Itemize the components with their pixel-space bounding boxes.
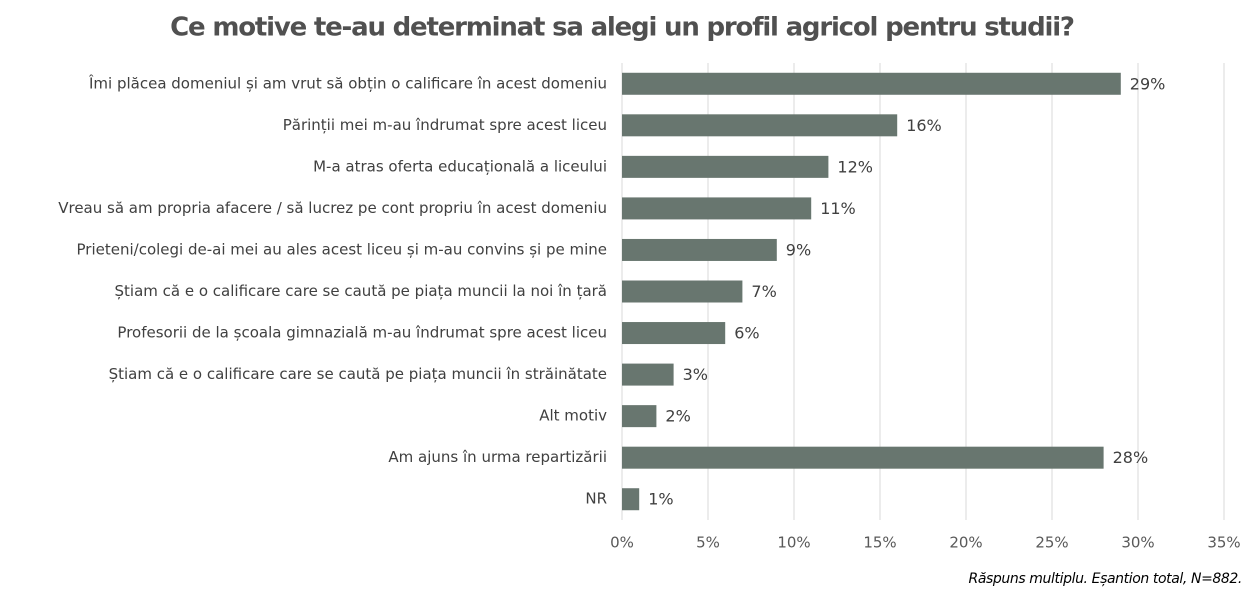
- value-label: 16%: [906, 116, 942, 135]
- value-label: 2%: [665, 407, 690, 426]
- category-label: Știam că e o calificare care se caută pe…: [115, 282, 608, 300]
- bar: [622, 280, 743, 303]
- value-label: 1%: [648, 490, 673, 509]
- category-label: Părinții mei m-au îndrumat spre acest li…: [283, 116, 607, 134]
- bar: [622, 446, 1104, 469]
- category-label: Profesorii de la școala gimnazială m-au …: [117, 324, 607, 342]
- value-label: 3%: [683, 365, 708, 384]
- x-tick-label: 5%: [696, 534, 720, 552]
- bar: [622, 238, 777, 261]
- x-tick-label: 15%: [863, 534, 896, 552]
- bar: [622, 405, 657, 428]
- value-label: 9%: [786, 240, 811, 259]
- x-tick-label: 10%: [777, 534, 810, 552]
- value-label: 28%: [1113, 448, 1149, 467]
- chart-title: Ce motive te-au determinat sa alegi un p…: [170, 13, 1074, 43]
- bar: [622, 197, 812, 220]
- category-label: M-a atras oferta educațională a liceului: [313, 157, 607, 175]
- bar: [622, 488, 640, 511]
- value-label: 11%: [820, 199, 856, 218]
- category-label: Vreau să am propria afacere / să lucrez …: [58, 199, 607, 217]
- value-label: 6%: [734, 324, 759, 343]
- x-tick-label: 20%: [949, 534, 982, 552]
- bar: [622, 155, 829, 178]
- bar: [622, 114, 898, 137]
- bar: [622, 322, 726, 345]
- category-label: Îmi plăcea domeniul și am vrut să obțin …: [88, 73, 607, 92]
- category-label: Știam că e o calificare care se caută pe…: [109, 365, 607, 383]
- x-tick-label: 35%: [1207, 534, 1240, 552]
- x-tick-label: 30%: [1121, 534, 1154, 552]
- note: Răspuns multiplu. Eșantion total, N=882.: [969, 571, 1242, 587]
- category-label: Am ajuns în urma repartizării: [388, 448, 607, 466]
- x-tick-label: 0%: [610, 534, 634, 552]
- category-label: Prieteni/colegi de-ai mei au ales acest …: [77, 240, 607, 258]
- bar: [622, 363, 674, 386]
- x-tick-label: 25%: [1035, 534, 1068, 552]
- value-label: 7%: [751, 282, 776, 301]
- value-label: 29%: [1130, 74, 1166, 93]
- category-label: Alt motiv: [539, 407, 607, 425]
- bar: [622, 72, 1121, 95]
- category-label: NR: [585, 490, 607, 508]
- value-label: 12%: [837, 157, 873, 176]
